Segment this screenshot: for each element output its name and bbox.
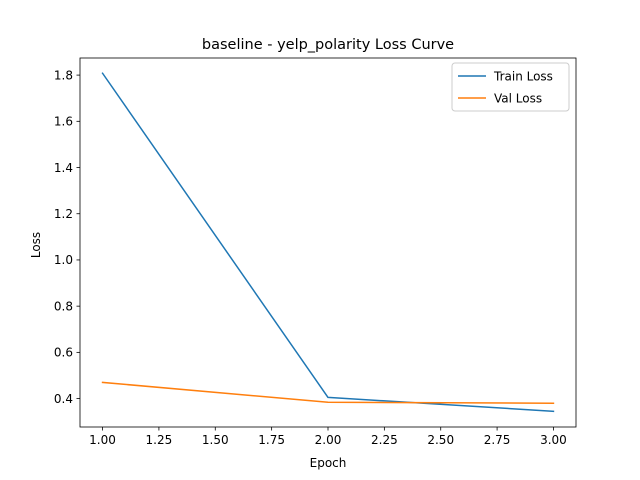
legend-label: Val Loss <box>494 91 542 105</box>
x-tick-label: 1.50 <box>202 433 229 447</box>
series-line-val-loss <box>101 381 555 404</box>
x-tick-label: 2.75 <box>484 433 511 447</box>
y-tick-label: 1.2 <box>54 207 73 221</box>
y-axis-title: Loss <box>29 232 43 258</box>
legend: Train Loss Val Loss <box>451 62 570 112</box>
plot-area: 1.00 1.25 1.50 1.75 2.00 2.25 2.50 2.75 3.00 0.4 0… <box>54 57 577 447</box>
y-tick-label: 1.0 <box>54 253 73 267</box>
y-tick-label: 0.6 <box>54 346 73 360</box>
legend-label: Train Loss <box>493 69 553 83</box>
x-tick-label: 2.00 <box>315 433 342 447</box>
y-tick-label: 0.4 <box>54 392 73 406</box>
x-tick-label: 1.75 <box>258 433 285 447</box>
x-axis-title: Epoch <box>310 456 347 470</box>
x-tick-label: 2.25 <box>371 433 398 447</box>
chart-title: baseline - yelp_polarity Loss Curve <box>202 37 454 53</box>
x-tick-label: 1.00 <box>89 433 116 447</box>
x-tick-label: 3.00 <box>540 433 567 447</box>
x-tick-label: 1.25 <box>146 433 173 447</box>
y-tick-label: 0.8 <box>54 299 73 313</box>
y-tick-label: 1.6 <box>54 115 73 129</box>
plot-frame <box>79 57 577 428</box>
y-tick-label: 1.8 <box>54 68 73 82</box>
y-tick-label: 1.4 <box>54 161 73 175</box>
legend-box <box>451 62 570 112</box>
x-tick-label: 2.50 <box>427 433 454 447</box>
series-line-train-loss <box>101 72 555 413</box>
